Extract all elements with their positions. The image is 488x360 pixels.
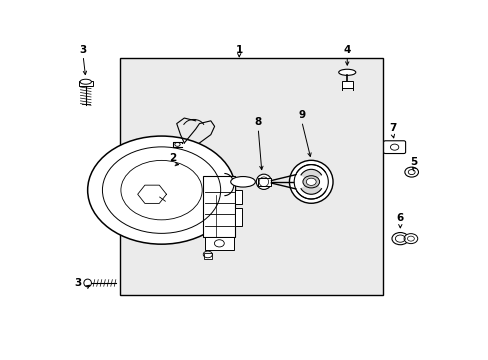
Bar bbox=[79, 81, 92, 86]
Text: 3: 3 bbox=[74, 278, 81, 288]
Bar bbox=[205, 237, 233, 250]
Bar bbox=[258, 177, 271, 186]
Text: 5: 5 bbox=[409, 157, 416, 167]
Text: 3: 3 bbox=[80, 45, 86, 55]
Circle shape bbox=[391, 233, 408, 245]
Text: 2: 2 bbox=[169, 153, 176, 163]
Ellipse shape bbox=[256, 174, 271, 189]
Ellipse shape bbox=[80, 79, 91, 84]
Bar bbox=[203, 176, 235, 237]
Text: 7: 7 bbox=[388, 123, 396, 133]
Wedge shape bbox=[294, 174, 311, 190]
Bar bbox=[341, 81, 352, 87]
Wedge shape bbox=[311, 174, 327, 190]
Ellipse shape bbox=[338, 69, 355, 75]
Ellipse shape bbox=[230, 176, 255, 187]
Circle shape bbox=[403, 234, 417, 244]
Text: 6: 6 bbox=[396, 213, 403, 223]
Text: 9: 9 bbox=[298, 110, 305, 120]
Bar bbox=[235, 190, 242, 204]
Text: 8: 8 bbox=[254, 117, 261, 127]
Circle shape bbox=[87, 136, 235, 244]
Bar bbox=[203, 253, 212, 259]
Bar bbox=[120, 58, 383, 296]
Circle shape bbox=[302, 176, 319, 188]
Circle shape bbox=[404, 167, 418, 177]
Bar bbox=[235, 208, 242, 226]
Text: 4: 4 bbox=[343, 45, 350, 55]
Circle shape bbox=[305, 178, 316, 185]
FancyBboxPatch shape bbox=[383, 141, 405, 153]
Ellipse shape bbox=[289, 160, 332, 203]
Ellipse shape bbox=[298, 169, 323, 194]
Ellipse shape bbox=[84, 279, 91, 287]
Text: 1: 1 bbox=[235, 45, 243, 55]
